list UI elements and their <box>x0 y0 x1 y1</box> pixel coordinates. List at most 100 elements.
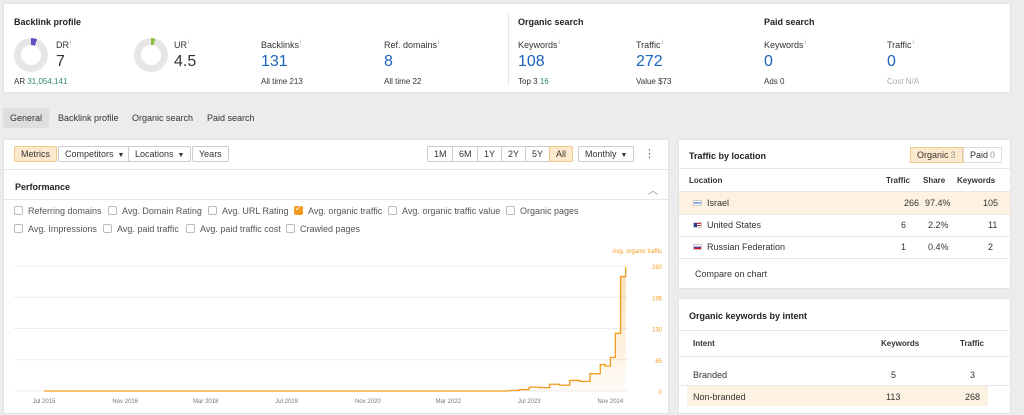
range-6m-button[interactable]: 6M <box>452 146 479 162</box>
paid-traffic-value[interactable]: 0 <box>887 53 896 70</box>
divider <box>679 191 1010 192</box>
checkbox-checked-icon <box>294 204 303 215</box>
table-row[interactable]: Israel <box>693 198 729 208</box>
share-cell: 2.2% <box>928 220 949 230</box>
organic-traffic-value[interactable]: 272 <box>636 53 663 70</box>
table-row[interactable]: Russian Federation <box>693 242 785 252</box>
organic-keywords-label[interactable]: Keywordsi <box>518 40 560 50</box>
checkbox-avg-paid-traffic[interactable]: Avg. paid traffic <box>103 224 179 234</box>
paid-keywords-value[interactable]: 0 <box>764 53 773 70</box>
keywords-by-intent-title: Organic keywords by intent <box>689 311 808 321</box>
range-2y-button[interactable]: 2Y <box>501 146 527 162</box>
tab-organic-search[interactable]: Organic search <box>132 113 194 123</box>
column-header-share[interactable]: Share <box>923 176 946 185</box>
keywords-cell: 113 <box>886 392 901 402</box>
divider <box>508 14 509 86</box>
organic-traffic-value-usd: Value $73 <box>636 77 672 86</box>
y-tick-label: 195 <box>652 296 663 302</box>
more-options-icon[interactable]: ⋮ <box>644 148 655 160</box>
backlinks-label[interactable]: Backlinksi <box>261 40 302 50</box>
checkbox-avg-organic-traffic[interactable]: Avg. organic traffic <box>294 204 382 216</box>
table-row[interactable]: Non-branded <box>693 392 746 402</box>
checkbox-avg-domain-rating[interactable]: Avg. Domain Rating <box>108 206 202 216</box>
table-row[interactable]: Branded <box>693 370 728 380</box>
interval-dropdown[interactable]: Monthly ▼ <box>578 146 635 162</box>
organic-keywords-value[interactable]: 108 <box>518 53 545 70</box>
divider <box>679 330 1010 331</box>
series-line <box>44 266 627 392</box>
tab-paid-search[interactable]: Paid search <box>207 113 255 123</box>
paid-traffic-label[interactable]: Traffici <box>887 40 914 50</box>
divider <box>679 356 1010 357</box>
checkbox-avg-organic-traffic-value[interactable]: Avg. organic traffic value <box>388 206 500 216</box>
dr-value: 7 <box>56 53 65 70</box>
years-button[interactable]: Years <box>192 146 229 162</box>
backlink-profile-title: Backlink profile <box>14 17 82 27</box>
paid-keywords-label[interactable]: Keywordsi <box>764 40 806 50</box>
metrics-button[interactable]: Metrics <box>14 146 57 162</box>
y-tick-label: 260 <box>652 265 663 271</box>
chevron-down-icon: ▼ <box>117 152 125 159</box>
ar-rank: AR 31,054,141 <box>14 77 68 86</box>
traffic-cell: 3 <box>970 370 976 380</box>
checkbox-referring-domains[interactable]: Referring domains <box>14 206 102 216</box>
backlinks-value[interactable]: 131 <box>261 53 288 70</box>
divider <box>679 168 1010 169</box>
keywords-by-intent-panel: Organic keywords by intent Intent Keywor… <box>678 298 1011 414</box>
competitors-dropdown[interactable]: Competitors ▼ <box>58 146 132 162</box>
toggle-paid[interactable]: Paid 0 <box>963 147 1003 163</box>
ref-domains-label[interactable]: Ref. domainsi <box>384 40 440 50</box>
share-cell: 97.4% <box>925 198 951 208</box>
column-header-intent[interactable]: Intent <box>693 339 715 348</box>
column-header-location[interactable]: Location <box>689 176 723 185</box>
checkbox-box <box>186 224 195 233</box>
range-1y-button[interactable]: 1Y <box>477 146 503 162</box>
divider <box>679 385 1010 386</box>
ur-donut-chart <box>134 38 168 72</box>
checkbox-box <box>14 206 23 215</box>
checkbox-box <box>108 206 117 215</box>
y-tick-label: 65 <box>655 359 662 365</box>
table-row[interactable]: United States <box>693 220 761 230</box>
checkbox-avg-url-rating[interactable]: Avg. URL Rating <box>208 206 289 216</box>
range-all-button[interactable]: All <box>549 146 574 162</box>
range-5y-button[interactable]: 5Y <box>525 146 551 162</box>
divider <box>679 236 1010 237</box>
chevron-up-icon[interactable]: ︿ <box>648 186 658 197</box>
checkbox-box <box>506 206 515 215</box>
x-tick-label: Nov 2024 <box>598 399 624 405</box>
traffic-by-location-panel: Traffic by location Organic 3 Paid 0 Locat… <box>678 139 1011 289</box>
column-header-keywords[interactable]: Keywords <box>881 339 920 348</box>
keywords-cell: 5 <box>891 370 897 380</box>
column-header-traffic[interactable]: Traffic <box>960 339 985 348</box>
column-header-keywords[interactable]: Keywords <box>957 176 996 185</box>
y-tick-label: 130 <box>652 328 663 334</box>
x-tick-label: Nov 2020 <box>355 399 381 405</box>
column-header-traffic[interactable]: Traffic <box>886 176 911 185</box>
checkbox-crawled-pages[interactable]: Crawled pages <box>286 224 360 234</box>
divider <box>4 169 668 170</box>
organic-traffic-label[interactable]: Traffici <box>636 40 663 50</box>
tab-backlink-profile[interactable]: Backlink profile <box>58 113 119 123</box>
checkbox-avg-paid-traffic-cost[interactable]: Avg. paid traffic cost <box>186 224 281 234</box>
ur-value: 4.5 <box>174 53 197 70</box>
divider <box>4 199 668 200</box>
overview-summary-panel: Backlink profile DRi 7 AR 31,054,141 URi… <box>3 3 1011 93</box>
ur-label[interactable]: URi <box>174 40 190 50</box>
toggle-organic[interactable]: Organic 3 <box>910 147 963 163</box>
ref-domains-value[interactable]: 8 <box>384 53 393 70</box>
traffic-cell: 266 <box>904 198 920 208</box>
keywords-cell: 105 <box>983 198 999 208</box>
checkbox-organic-pages[interactable]: Organic pages <box>506 206 579 216</box>
locations-dropdown[interactable]: Locations ▼ <box>128 146 192 162</box>
range-1m-button[interactable]: 1M <box>427 146 454 162</box>
dr-donut-chart <box>14 38 48 72</box>
checkbox-avg-impressions[interactable]: Avg. Impressions <box>14 224 97 234</box>
tab-general[interactable]: General <box>3 108 50 128</box>
paid-search-title: Paid search <box>764 17 815 27</box>
chevron-down-icon: ▼ <box>177 152 185 159</box>
x-tick-label: Mar 2022 <box>436 399 462 405</box>
compare-on-chart-link[interactable]: Compare on chart <box>695 269 768 279</box>
performance-title: Performance <box>15 182 71 192</box>
dr-label[interactable]: DRi <box>56 40 72 50</box>
